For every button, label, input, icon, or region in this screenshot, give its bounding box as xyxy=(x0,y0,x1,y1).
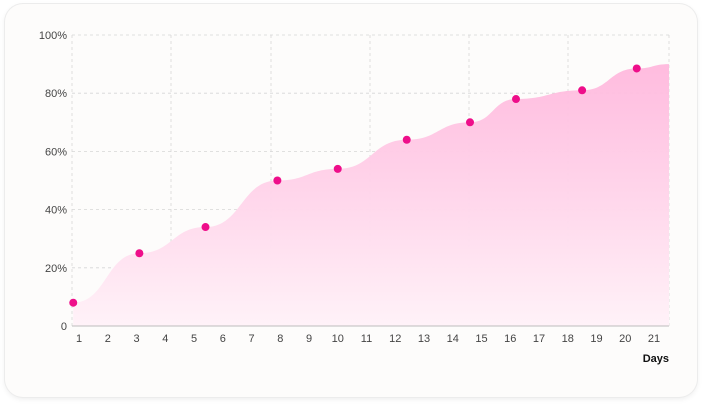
y-tick-label: 60% xyxy=(45,146,67,158)
x-tick-labels: 1 2 3 4 5 6 7 8 9 10 11 12 13 14 15 16 17 18 19 20 21 xyxy=(76,333,660,345)
x-tick-label: 13 xyxy=(418,333,430,345)
data-point xyxy=(402,135,411,144)
x-tick-label: 1 xyxy=(76,333,82,345)
x-tick-label: 8 xyxy=(277,333,283,345)
x-tick-label: 9 xyxy=(306,333,312,345)
x-tick-label: 14 xyxy=(447,333,459,345)
data-point xyxy=(632,64,641,73)
x-tick-label: 11 xyxy=(361,333,372,345)
x-tick-label: 5 xyxy=(191,333,197,345)
x-tick-label: 10 xyxy=(332,333,344,345)
x-tick-label: 16 xyxy=(504,333,516,345)
data-markers xyxy=(69,64,641,307)
x-tick-label: 18 xyxy=(562,333,574,345)
data-point xyxy=(466,118,474,127)
x-tick-label: 21 xyxy=(648,333,660,345)
data-point xyxy=(512,95,520,104)
x-tick-label: 12 xyxy=(389,333,401,345)
y-tick-label: 100% xyxy=(39,30,67,42)
y-tick-labels: 0 20% 40% 60% 80% 100% xyxy=(39,30,67,333)
x-tick-label: 15 xyxy=(475,333,487,345)
area-fill xyxy=(73,64,669,326)
x-tick-label: 2 xyxy=(105,333,111,345)
x-tick-label: 20 xyxy=(619,333,631,345)
y-tick-label: 80% xyxy=(45,88,67,100)
x-tick-label: 17 xyxy=(533,333,545,345)
x-tick-label: 3 xyxy=(133,333,139,345)
x-tick-label: 4 xyxy=(162,333,168,345)
x-axis-label: Days xyxy=(643,353,669,365)
x-tick-label: 7 xyxy=(248,333,254,345)
data-point xyxy=(69,298,78,307)
y-tick-label: 20% xyxy=(45,263,67,275)
data-point xyxy=(201,223,210,232)
data-point xyxy=(135,249,144,258)
data-point xyxy=(273,176,282,185)
data-point xyxy=(333,164,342,173)
data-point xyxy=(578,86,587,95)
y-tick-label: 0 xyxy=(61,321,67,333)
x-tick-label: 19 xyxy=(590,333,602,345)
y-tick-label: 40% xyxy=(45,205,67,217)
x-tick-label: 6 xyxy=(220,333,226,345)
